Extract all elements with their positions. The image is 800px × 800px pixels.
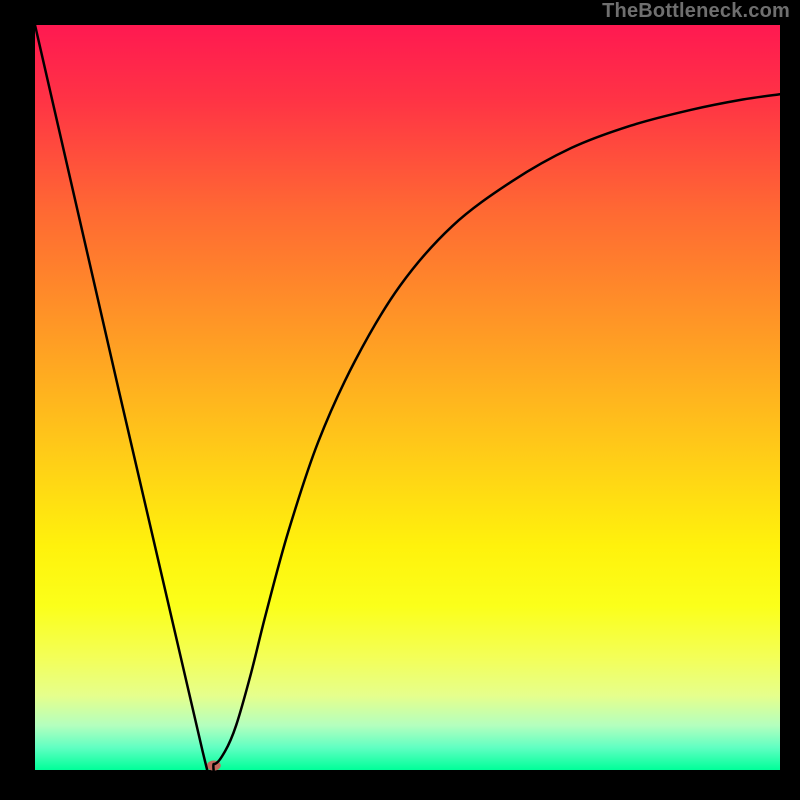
bottleneck-chart [0, 0, 800, 800]
watermark-text: TheBottleneck.com [602, 0, 790, 23]
gradient-background [35, 25, 780, 770]
